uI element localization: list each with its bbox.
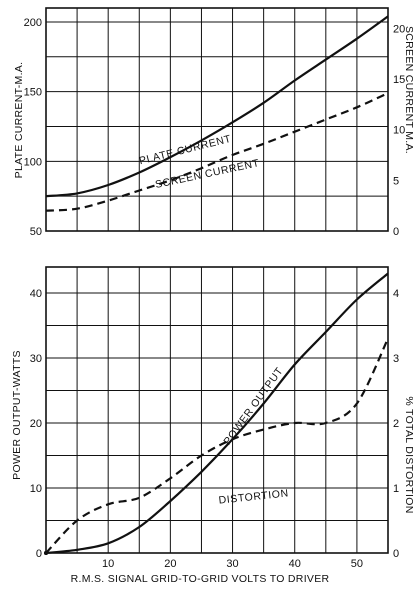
plot-frame — [45, 266, 389, 554]
plot-frame — [45, 7, 389, 232]
y2-tick-label: 1 — [393, 483, 399, 495]
x-tick-label: 10 — [102, 558, 114, 570]
top-left-axis-label: PLATE CURRENT-M.A. — [13, 62, 25, 179]
bottom-left-axis-label: POWER OUTPUT-WATTS — [11, 350, 23, 480]
plate-current-label: PLATE CURRENT — [138, 133, 233, 168]
y-tick-label: 30 — [30, 353, 42, 365]
series-point — [44, 551, 48, 555]
y2-tick-label: 4 — [393, 288, 399, 300]
y-tick-label: 200 — [24, 17, 42, 29]
series-line-screen-current — [45, 92, 389, 212]
x-tick-label: 40 — [289, 558, 301, 570]
y-tick-label: 0 — [36, 548, 42, 560]
series-line-plate-current — [45, 15, 389, 198]
top-right-axis-label: SCREEN CURRENT M.A. — [403, 26, 415, 154]
y2-tick-label: 10 — [393, 125, 405, 137]
y2-tick-label: 5 — [393, 175, 399, 187]
y-tick-label: 10 — [30, 483, 42, 495]
distortion-label: DISTORTION — [218, 487, 289, 506]
bottom-right-axis-label: % TOTAL DISTORTION — [403, 396, 415, 513]
y-tick-label: 100 — [24, 156, 42, 168]
x-tick-label: 50 — [351, 558, 363, 570]
power-output-label: POWER OUTPUT — [221, 365, 285, 447]
y-tick-label: 150 — [24, 87, 42, 99]
x-tick-label: 20 — [164, 558, 176, 570]
y2-tick-label: 0 — [393, 548, 399, 560]
y-tick-label: 50 — [30, 226, 42, 238]
y2-tick-label: 15 — [393, 74, 405, 86]
y-tick-label: 20 — [30, 418, 42, 430]
x-tick-label: 30 — [226, 558, 238, 570]
y2-tick-label: 2 — [393, 418, 399, 430]
y2-tick-label: 3 — [393, 353, 399, 365]
y2-tick-label: 20 — [393, 23, 405, 35]
y2-tick-label: 0 — [393, 226, 399, 238]
bottom-x-axis-label: R.M.S. SIGNAL GRID-TO-GRID VOLTS TO DRIV… — [71, 573, 330, 585]
bottom-panel: 0 10 20 30 40 0 1 2 3 4 10 20 30 40 50 — [30, 266, 399, 570]
series-line-distortion — [45, 338, 389, 554]
y-tick-label: 40 — [30, 288, 42, 300]
top-panel: 50 100 150 200 0 5 10 15 20 — [24, 7, 405, 238]
series-line-power-output — [45, 272, 389, 555]
